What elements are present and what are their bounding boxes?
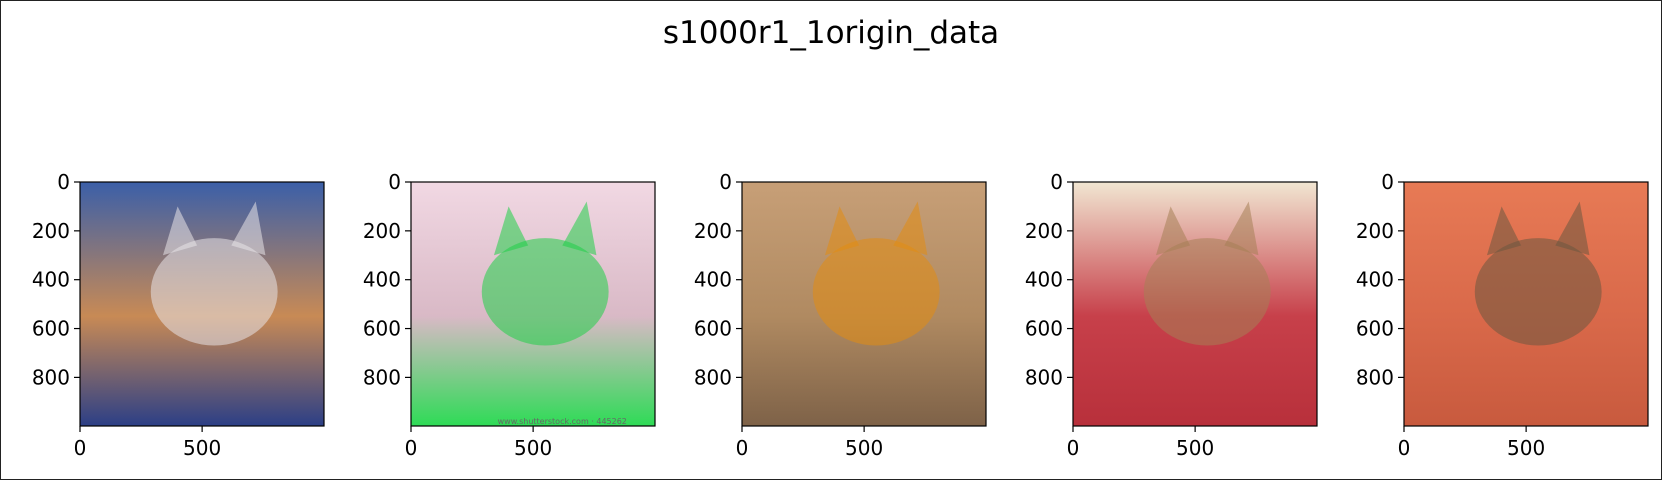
close-up-tabby-cat-face-orange-eyes-image [742,182,986,426]
y-tick-label: 200 [694,219,732,243]
y-tick-label: 600 [1356,317,1394,341]
y-tick-label: 600 [1025,317,1063,341]
y-tick-label: 800 [1356,365,1394,389]
abyssinian-kittens-on-orange-blanket-image [1404,182,1648,426]
x-tick-label: 500 [845,436,883,460]
y-tick-label: 0 [57,170,70,194]
y-tick-label: 400 [694,268,732,292]
watermark-text: www.shutterstock.com · 445262 [498,417,627,426]
y-tick-label: 200 [32,219,70,243]
figure-title: s1000r1_1origin_data [662,15,1000,51]
y-tick-label: 800 [1025,365,1063,389]
x-tick-label: 0 [1398,436,1411,460]
y-tick-label: 400 [1356,268,1394,292]
y-tick-label: 600 [694,317,732,341]
y-tick-label: 600 [32,317,70,341]
subplot-3: 0 200 400 600 800 0 500 [694,170,987,460]
orange-tabby-cat-on-blue-and-white-blanket-image [80,182,324,426]
y-tick-label: 200 [1025,219,1063,243]
x-tick-label: 0 [74,436,87,460]
y-tick-label: 400 [363,268,401,292]
y-tick-label: 800 [363,365,401,389]
subplot-2: www.shutterstock.com · 445262 0 200 400 600 8… [363,170,656,460]
y-tick-label: 0 [1381,170,1394,194]
x-tick-label: 0 [405,436,418,460]
y-tick-label: 400 [32,268,70,292]
abyssinian-cat-on-red-sofa-with-cushion-image [1073,182,1317,426]
abyssinian-cat-on-green-fabric-stock-photo-image: www.shutterstock.com · 445262 [411,182,655,426]
y-tick-label: 0 [388,170,401,194]
y-tick-label: 0 [719,170,732,194]
y-tick-label: 600 [363,317,401,341]
y-tick-label: 800 [694,365,732,389]
subplot-1: 0 200 400 600 800 0 500 [32,170,325,460]
x-tick-label: 500 [514,436,552,460]
subplot-5: 0 200 400 600 800 0 500 [1356,170,1649,460]
x-tick-label: 500 [1176,436,1214,460]
y-tick-label: 200 [1356,219,1394,243]
x-tick-label: 500 [1507,436,1545,460]
y-tick-label: 800 [32,365,70,389]
y-tick-label: 200 [363,219,401,243]
x-tick-label: 500 [183,436,221,460]
y-tick-label: 400 [1025,268,1063,292]
subplot-4: 0 200 400 600 800 0 500 [1025,170,1318,460]
x-tick-label: 0 [736,436,749,460]
y-tick-label: 0 [1050,170,1063,194]
x-tick-label: 0 [1067,436,1080,460]
